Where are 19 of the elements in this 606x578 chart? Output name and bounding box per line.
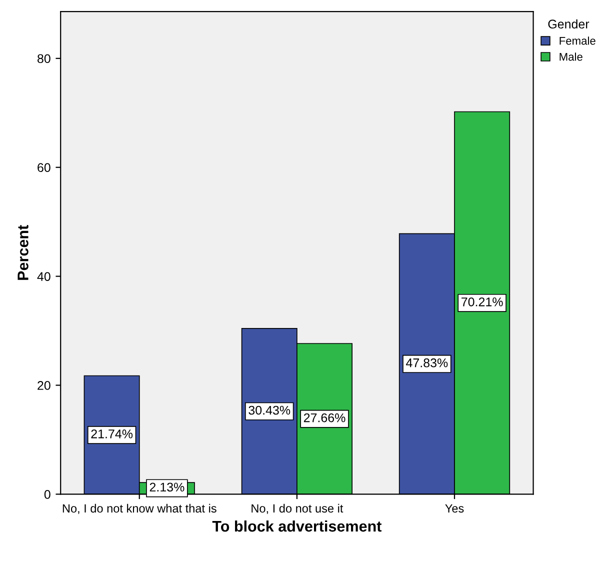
data-label: 30.43% bbox=[248, 406, 290, 415]
x-tick-label: No, I do not know what that is bbox=[62, 504, 216, 514]
y-tick-label: 60 bbox=[38, 163, 50, 172]
y-axis-title: Percent bbox=[18, 225, 28, 280]
y-tick-label: 0 bbox=[44, 490, 50, 499]
y-tick-label: 80 bbox=[38, 54, 50, 64]
data-label: 47.83% bbox=[406, 358, 448, 368]
y-tick-label: 20 bbox=[38, 381, 50, 390]
legend-label: Female bbox=[560, 36, 596, 45]
data-label: 21.74% bbox=[91, 429, 133, 438]
data-label: 2.13% bbox=[150, 482, 184, 492]
legend-label: Male bbox=[560, 52, 582, 61]
data-label: 70.21% bbox=[462, 297, 503, 306]
data-label: 27.66% bbox=[304, 413, 346, 422]
x-tick-label: No, I do not use it bbox=[252, 504, 344, 514]
legend-title: Gender bbox=[548, 19, 590, 29]
y-tick-label: 40 bbox=[37, 272, 50, 281]
x-axis-title: To block advertisement bbox=[212, 520, 382, 532]
x-tick-label: Yes bbox=[445, 504, 464, 513]
